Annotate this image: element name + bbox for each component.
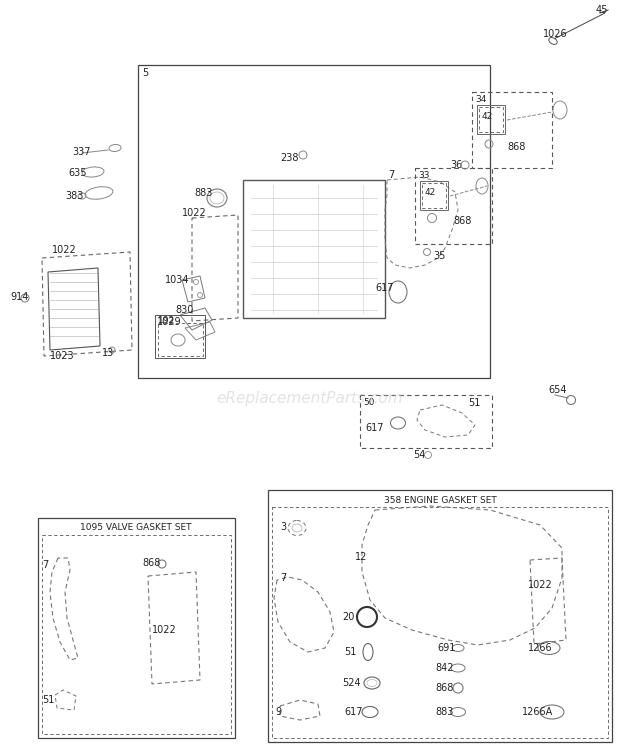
Text: 842: 842 bbox=[435, 663, 453, 673]
Text: 7: 7 bbox=[280, 573, 286, 583]
Bar bbox=[415, 168, 492, 244]
Text: 51: 51 bbox=[468, 398, 481, 408]
Text: 238: 238 bbox=[280, 153, 298, 163]
Text: 654: 654 bbox=[548, 385, 567, 395]
Text: 1023: 1023 bbox=[50, 351, 74, 361]
Text: 36: 36 bbox=[450, 160, 463, 170]
Text: 337: 337 bbox=[72, 147, 91, 157]
Text: 13: 13 bbox=[102, 348, 114, 358]
Text: 617: 617 bbox=[344, 707, 363, 717]
Bar bbox=[158, 323, 203, 356]
Text: 33: 33 bbox=[418, 170, 430, 179]
Text: 35: 35 bbox=[433, 251, 445, 261]
Text: 830: 830 bbox=[175, 305, 193, 315]
Text: 54: 54 bbox=[413, 450, 425, 460]
Bar bbox=[155, 315, 205, 358]
Text: 883: 883 bbox=[435, 707, 453, 717]
Text: 914: 914 bbox=[10, 292, 29, 302]
Text: 42: 42 bbox=[425, 187, 436, 196]
Text: 1022: 1022 bbox=[52, 245, 77, 255]
Text: 524: 524 bbox=[342, 678, 361, 688]
Bar bbox=[477, 105, 505, 134]
Text: 691: 691 bbox=[437, 643, 455, 653]
Text: 1034: 1034 bbox=[165, 275, 190, 285]
Text: 868: 868 bbox=[142, 558, 161, 568]
Text: 51: 51 bbox=[42, 695, 55, 705]
Text: 868: 868 bbox=[453, 216, 471, 226]
Text: 883: 883 bbox=[194, 188, 213, 198]
Text: 12: 12 bbox=[355, 552, 368, 562]
Text: 635: 635 bbox=[68, 168, 87, 178]
Text: 1266: 1266 bbox=[528, 643, 552, 653]
Text: 617: 617 bbox=[365, 423, 384, 433]
Text: 50: 50 bbox=[363, 397, 374, 406]
Bar bbox=[272, 507, 608, 738]
Text: 51: 51 bbox=[344, 647, 356, 657]
Bar bbox=[360, 395, 492, 448]
Text: 868: 868 bbox=[435, 683, 453, 693]
Text: 3: 3 bbox=[280, 522, 286, 532]
Bar bbox=[243, 180, 385, 318]
Text: 42: 42 bbox=[482, 112, 494, 121]
Bar bbox=[472, 92, 552, 168]
Text: 868: 868 bbox=[507, 142, 525, 152]
Text: 617: 617 bbox=[375, 283, 394, 293]
Text: 1022: 1022 bbox=[528, 580, 553, 590]
Text: 7: 7 bbox=[42, 560, 48, 570]
Text: 9: 9 bbox=[275, 707, 281, 717]
Bar bbox=[42, 535, 231, 734]
Text: 45: 45 bbox=[596, 5, 608, 15]
Bar bbox=[38, 518, 235, 738]
Text: 1029: 1029 bbox=[157, 317, 182, 327]
Text: 1266A: 1266A bbox=[522, 707, 553, 717]
Bar bbox=[479, 107, 503, 132]
Text: 383: 383 bbox=[65, 191, 83, 201]
Text: 1022: 1022 bbox=[152, 625, 177, 635]
Text: 5: 5 bbox=[142, 68, 148, 78]
Text: 20: 20 bbox=[342, 612, 355, 622]
Bar bbox=[268, 490, 612, 742]
Bar bbox=[422, 183, 446, 208]
Text: 1022: 1022 bbox=[182, 208, 206, 218]
Text: 358 ENGINE GASKET SET: 358 ENGINE GASKET SET bbox=[384, 496, 497, 504]
Bar bbox=[138, 65, 490, 378]
Text: 192: 192 bbox=[158, 315, 175, 324]
Text: 1026: 1026 bbox=[543, 29, 568, 39]
Text: 7: 7 bbox=[388, 170, 394, 180]
Bar bbox=[420, 181, 448, 210]
Text: eReplacementParts.com: eReplacementParts.com bbox=[216, 391, 404, 405]
Text: 1095 VALVE GASKET SET: 1095 VALVE GASKET SET bbox=[80, 524, 192, 533]
Text: 34: 34 bbox=[475, 94, 486, 103]
